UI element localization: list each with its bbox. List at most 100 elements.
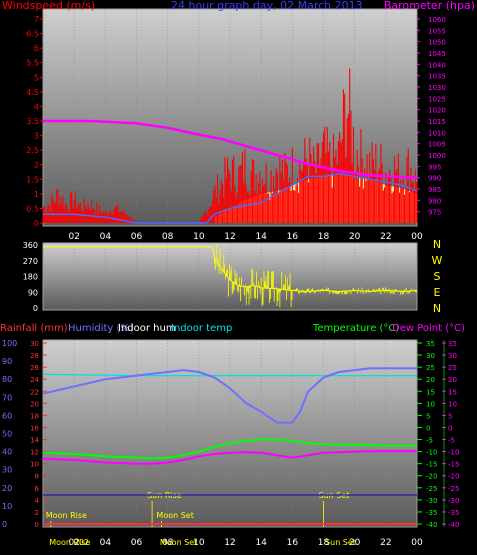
temperature-x-tick-label: 12 — [224, 538, 235, 548]
temperature-x-tick-label: 02 — [68, 538, 79, 548]
wind-x-tick-label: 00 — [411, 232, 423, 242]
dewpoint-tick-label: -10 — [448, 449, 459, 457]
indoor-temp-line — [42, 373, 417, 377]
rainfall-tick-label: 20 — [30, 400, 39, 408]
temperature-tick-label: 30 — [426, 352, 435, 360]
barometer-tick-label: 1020 — [428, 107, 446, 115]
compass-label: E — [434, 286, 441, 299]
event-bottom-label: Sun Set — [325, 538, 356, 547]
temperature-tick-label: 5 — [426, 412, 430, 420]
temperature-panel: Rainfall (mm) Humidity (%)Indoor humIndoo… — [0, 323, 465, 548]
humidity-tick-label: 0 — [2, 520, 7, 529]
windspeed-tick-label: 0.5 — [26, 204, 39, 213]
dewpoint-tick-label: 25 — [448, 364, 457, 372]
direction-tick-label: 180 — [23, 273, 38, 282]
temperature-tick-label: 15 — [426, 388, 435, 396]
wind-x-tick-label: 14 — [255, 232, 267, 242]
windspeed-tick-label: 2.5 — [26, 146, 39, 155]
windspeed-tick-label: 4 — [34, 102, 39, 111]
compass-label: S — [434, 270, 441, 283]
windspeed-tick-label: 5 — [34, 73, 39, 82]
barometer-tick-label: 1040 — [428, 61, 446, 69]
windspeed-tick-label: 1.5 — [26, 175, 39, 184]
windspeed-tick-label: 1 — [34, 190, 39, 199]
wind-x-tick-label: 08 — [162, 232, 174, 242]
windspeed-tick-label: 6 — [34, 44, 39, 53]
temperature-tick-label: 35 — [426, 340, 435, 348]
dewpoint-tick-label: 30 — [448, 352, 457, 360]
rainfall-tick-label: 8 — [35, 473, 39, 481]
temperature-tick-label: -40 — [426, 521, 437, 529]
barometer-tick-label: 1030 — [428, 84, 446, 92]
compass-label: W — [432, 254, 443, 267]
rainfall-tick-label: 2 — [35, 509, 39, 517]
wind-average-line — [43, 172, 418, 224]
humidity-tick-label: 40 — [2, 448, 12, 457]
barometer-tick-label: 1055 — [428, 27, 446, 35]
barometer-line — [43, 119, 418, 179]
windspeed-tick-label: 3.5 — [26, 117, 39, 126]
legend-entry: Temperature (°C) — [312, 323, 399, 334]
barometer-tick-label: 1035 — [428, 73, 446, 81]
rainfall-tick-label: 28 — [30, 352, 39, 360]
barometer-tick-label: 975 — [428, 209, 441, 217]
temperature-tick-label: -10 — [426, 449, 437, 457]
humidity-tick-label: 90 — [2, 357, 12, 366]
direction-tick-label: 0 — [33, 304, 38, 313]
dewpoint-tick-label: 15 — [448, 388, 457, 396]
dewpoint-tick-label: -5 — [448, 437, 455, 445]
windspeed-tick-label: 5.5 — [26, 59, 39, 68]
temperature-tick-label: 25 — [426, 364, 435, 372]
temperature-x-tick-label: 22 — [380, 538, 391, 548]
windspeed-tick-label: 0 — [34, 219, 39, 228]
humidity-line — [42, 367, 417, 424]
rainfall-tick-label: 24 — [30, 376, 39, 384]
barometer-tick-label: 1050 — [428, 39, 446, 47]
rainfall-tick-label: 26 — [30, 364, 39, 372]
temperature-x-tick-label: 16 — [287, 538, 299, 548]
chart-title: 24 hour graph day, 02 March 2013 — [171, 0, 363, 12]
temperature-tick-label: 0 — [426, 424, 430, 432]
wind-x-tick-label: 10 — [193, 232, 205, 242]
barometer-tick-label: 1045 — [428, 50, 446, 58]
direction-tick-label: 270 — [23, 257, 38, 266]
rainfall-tick-label: 30 — [30, 340, 39, 348]
dewpoint-tick-label: -25 — [448, 485, 459, 493]
temperature-tick-label: -25 — [426, 485, 437, 493]
barometer-tick-label: 1015 — [428, 118, 446, 126]
dewpoint-tick-label: 10 — [448, 400, 457, 408]
barometer-tick-label: 1000 — [428, 152, 446, 160]
wind-x-tick-label: 16 — [287, 232, 299, 242]
direction-tick-label: 90 — [28, 288, 38, 297]
dewpoint-tick-label: 20 — [448, 376, 457, 384]
windspeed-tick-label: 3 — [34, 132, 39, 141]
event-annotation: Moon Set — [156, 511, 193, 520]
temperature-x-tick-label: 14 — [255, 538, 267, 548]
barometer-tick-label: 980 — [428, 197, 441, 205]
wind-x-tick-label: 04 — [100, 232, 112, 242]
event-annotation: Moon Rise — [46, 511, 87, 520]
event-bottom-label: Moon Rise — [49, 538, 90, 547]
dewpoint-tick-label: 5 — [448, 412, 452, 420]
humidity-tick-label: 30 — [2, 466, 12, 475]
barometer-tick-label: 1060 — [428, 16, 446, 24]
windspeed-tick-label: 4.5 — [26, 88, 39, 97]
temperature-tick-label: 10 — [426, 400, 435, 408]
humidity-tick-label: 70 — [2, 393, 12, 402]
temperature-x-tick-label: 10 — [193, 538, 205, 548]
temperature-tick-label: 20 — [426, 376, 435, 384]
temperature-x-tick-label: 06 — [131, 538, 143, 548]
barometer-tick-label: 995 — [428, 163, 441, 171]
temperature-x-tick-label: 20 — [349, 538, 361, 548]
event-bottom-label: 02 — [79, 538, 89, 547]
temperature-tick-label: -30 — [426, 497, 437, 505]
rainfall-tick-label: 18 — [30, 412, 39, 420]
temperature-x-tick-label: 18 — [318, 538, 330, 548]
temperature-tick-label: -20 — [426, 473, 437, 481]
temperature-x-tick-label: 04 — [100, 538, 112, 548]
windspeed-tick-label: 6.5 — [26, 30, 39, 39]
barometer-tick-label: 985 — [428, 186, 441, 194]
event-bottom-label: Moon Set — [160, 538, 197, 547]
